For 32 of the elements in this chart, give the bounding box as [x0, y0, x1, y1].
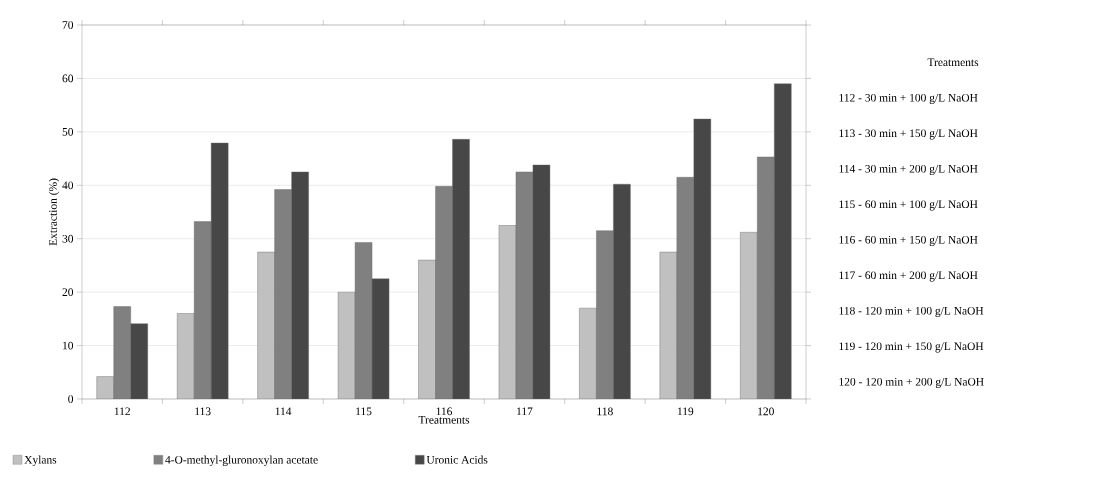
y-tick-label: 30	[62, 234, 74, 243]
y-tick-label: 40	[62, 181, 74, 190]
x-tick-label: 116	[436, 407, 453, 416]
x-tick-label: 120	[758, 407, 774, 416]
y-tick-label: 70	[62, 21, 74, 29]
legend-label: Xylans	[24, 455, 57, 466]
y-tick-label: 10	[63, 341, 74, 350]
y-axis-title: Extraction (%)	[48, 178, 60, 246]
text: 120 - 120 min + 200 g/L NaOH	[839, 377, 984, 388]
x-tick-label: 112	[114, 407, 130, 416]
text: Treatments	[927, 58, 979, 67]
x-tick-label: 114	[275, 407, 292, 416]
text: 117 - 60 min + 200 g/L NaOH	[839, 271, 978, 282]
y-tick-label: 0	[68, 395, 74, 403]
text: 112 - 30 min + 100 g/L NaOH	[839, 93, 978, 104]
y-tick-label: 60	[62, 74, 74, 83]
text: 113 - 30 min + 150 g/L NaOH	[839, 129, 978, 140]
x-tick-label: 115	[356, 407, 372, 416]
x-tick-label: 118	[597, 407, 613, 416]
legend-label: 4-O-methyl-gluronoxylan acetate	[165, 455, 318, 466]
y-tick-label: 20	[62, 288, 74, 296]
x-tick-label: 113	[195, 407, 211, 416]
text: 114 - 30 min + 200 g/L NaOH	[839, 164, 978, 175]
text: 118 - 120 min + 100 g/L NaOH	[839, 306, 984, 317]
x-tick-label: 117	[517, 407, 533, 416]
legend-label: Uronic Acids	[426, 455, 488, 464]
x-tick-label: 119	[677, 407, 694, 416]
x-axis-title: Treatments	[418, 416, 470, 424]
text: 115 - 60 min + 100 g/L NaOH	[839, 200, 978, 211]
y-tick-label: 50	[62, 128, 74, 136]
text: 116 - 60 min + 150 g/L NaOH	[839, 235, 978, 246]
text: 119 - 120 min + 150 g/L NaOH	[839, 342, 984, 353]
